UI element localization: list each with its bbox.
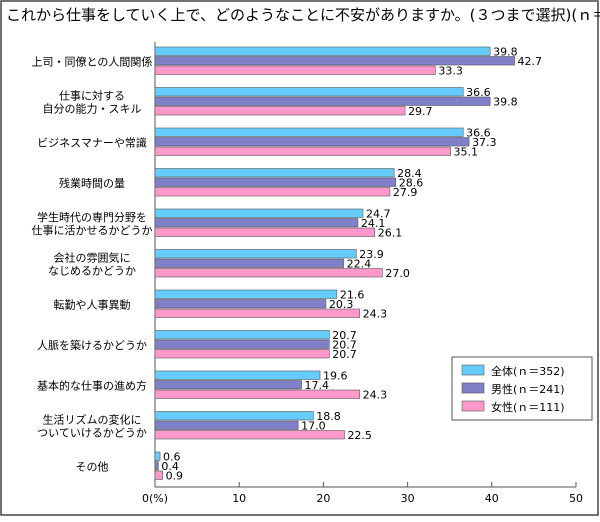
category-label: 仕事に対する [59,88,125,102]
category-label: 会社の雰囲気に [54,250,131,264]
bar [154,208,364,218]
bar [154,349,330,359]
bar [154,299,327,309]
data-label: 17.4 [305,379,330,392]
data-label: 28.6 [399,177,424,190]
bar [154,127,464,137]
x-tick-label: 40 [485,492,499,505]
category-label: 自分の能力・スキル [43,101,142,115]
category-label: ついていけるかどうか [37,426,147,439]
bar [154,87,464,97]
data-label: 36.6 [466,86,491,99]
bar [154,451,161,461]
bar [154,258,344,268]
category-label: ビジネスマナーや常識 [37,136,147,149]
bar [154,218,359,228]
data-label: 42.7 [518,55,543,68]
data-label: 24.3 [363,308,388,321]
x-tick-label: 20 [316,492,330,505]
legend-label: 女性(ｎ＝111) [491,400,565,414]
category-label: 転勤や人事異動 [54,297,131,311]
data-label: 20.7 [332,339,357,352]
bar [154,461,159,471]
data-label: 36.6 [466,127,491,140]
data-label: 0.6 [163,451,181,464]
data-label: 19.6 [323,370,348,383]
data-label: 17.0 [301,420,326,433]
bar [154,470,163,480]
bar [154,308,360,318]
bar [154,227,376,237]
bar [154,137,470,147]
bar [154,430,345,440]
bar [154,268,383,278]
category-label: 人脈を築けるかどうか [37,338,147,352]
bar [154,389,360,399]
data-label: 29.7 [408,105,433,118]
legend-swatch [461,400,485,412]
data-label: 24.1 [361,217,386,230]
data-label: 22.4 [347,258,372,271]
legend-label: 男性(ｎ＝241) [491,382,565,396]
bar [154,106,406,116]
data-label: 27.9 [393,186,418,199]
bar [154,56,515,66]
x-tick-label: 50 [569,492,583,505]
data-label: 0.4 [161,460,179,473]
bar [154,330,330,340]
data-label: 20.3 [329,298,354,311]
data-label: 33.3 [438,65,463,78]
bar [154,249,357,259]
data-label: 37.3 [472,136,497,149]
data-label: 0.9 [166,470,184,483]
data-label: 20.7 [332,348,357,361]
bar [154,46,491,56]
bar [154,370,321,380]
bar [154,65,436,75]
data-label: 35.1 [454,146,479,159]
data-label: 39.8 [493,46,517,59]
category-label: 残業時間の量 [59,176,125,190]
data-label: 24.7 [366,208,391,221]
category-label: 上司・同僚との人間関係 [32,55,153,68]
bar [154,420,299,430]
data-label: 23.9 [359,248,384,261]
bar [154,168,395,178]
data-label: 22.5 [347,429,372,442]
category-label: 生活リズムの変化に [43,412,142,426]
legend-label: 全体(ｎ＝352) [491,364,565,378]
bar [154,187,391,197]
bar [154,289,338,299]
x-tick-label: 10 [232,492,246,505]
category-label: 仕事に活かせるかどうか [32,224,153,237]
bar [154,411,314,421]
bar [154,380,302,390]
data-label: 24.3 [363,389,388,402]
bar [154,96,491,106]
data-label: 20.7 [332,329,357,342]
category-label: その他 [76,460,109,473]
data-label: 27.0 [385,267,410,280]
bar [154,339,330,349]
category-label: 基本的な仕事の進め方 [37,378,147,392]
data-label: 18.8 [316,410,341,423]
legend-swatch [461,382,485,394]
category-label: 学生時代の専門分野を [37,210,147,224]
x-tick-label: 0(%) [142,492,168,505]
data-label: 28.4 [397,167,422,180]
legend-swatch [461,364,485,376]
data-label: 26.1 [378,227,403,240]
category-label: なじめるかどうか [48,264,136,277]
bar [154,146,451,156]
bar [154,177,397,187]
data-label: 21.6 [340,289,365,302]
x-tick-label: 30 [401,492,415,505]
chart-title: これから仕事をしていく上で、どのようなことに不安がありますか。(３つまで選択)(… [6,6,600,24]
data-label: 39.8 [493,96,517,109]
